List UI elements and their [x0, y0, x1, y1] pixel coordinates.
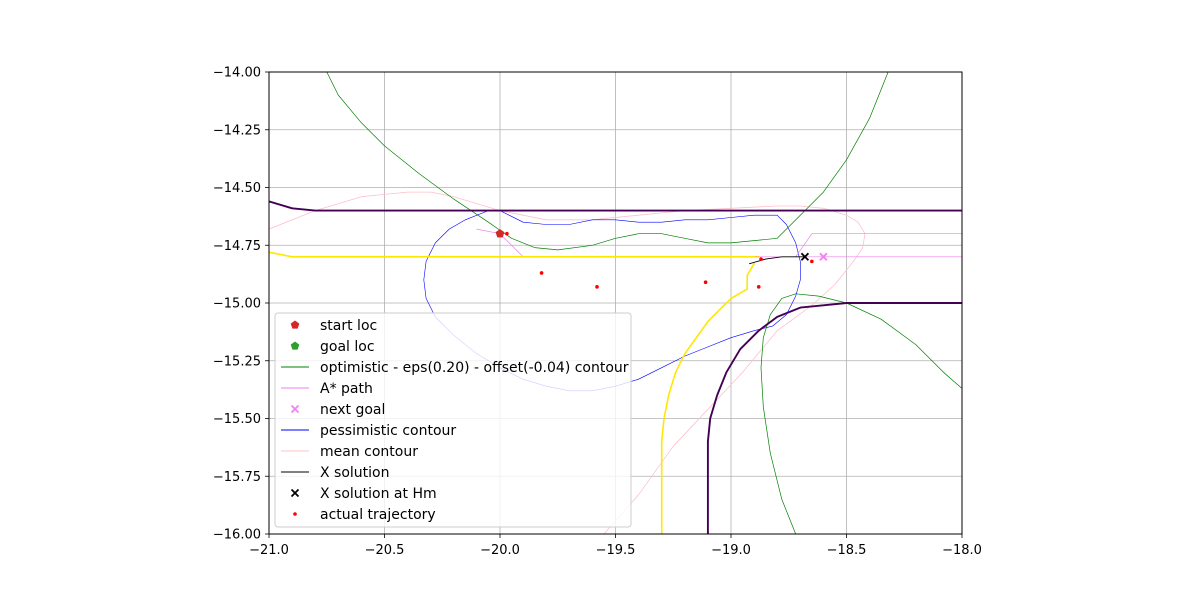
legend-label: X solution	[320, 465, 389, 481]
x-tick-label: −19.5	[596, 543, 636, 558]
x-tick-label: −19.0	[711, 543, 751, 558]
x-tick-label: −18.0	[942, 543, 982, 558]
y-tick-label: −15.25	[213, 354, 261, 369]
legend: start loc goal loc optimistic - eps(0.20) …	[274, 312, 632, 528]
y-axis: −14.00 −14.25 −14.50 −14.75 −15.00 −15.25 −15.…	[213, 66, 269, 543]
legend-label: goal loc	[320, 339, 375, 355]
legend-x-handle	[290, 488, 300, 498]
series-line-0	[269, 191, 866, 534]
legend-entry: actual trajectory	[293, 507, 436, 523]
trajectory-point	[505, 231, 509, 236]
marker-layer	[495, 229, 828, 289]
series-line-11	[749, 256, 806, 265]
trajectory-point	[539, 271, 544, 275]
legend-label: next goal	[320, 402, 385, 418]
trajectory-point	[810, 259, 814, 264]
x-tick-label: −21.0	[249, 543, 289, 558]
next-goal-marker	[819, 252, 828, 261]
legend-box	[274, 312, 632, 528]
x-tick-label: −20.5	[365, 543, 405, 558]
series-line-3	[423, 210, 801, 392]
next-goal-marker-stroke-b	[819, 252, 828, 261]
legend-x-handle-stroke-b	[290, 488, 300, 498]
y-tick-label: −14.00	[213, 66, 261, 81]
legend-entry: next goal	[290, 402, 385, 418]
legend-entry: pessimistic contour	[281, 423, 456, 439]
y-tick-label: −14.50	[213, 181, 261, 196]
legend-entry: A* path	[281, 381, 373, 397]
series-line-7	[269, 251, 755, 258]
legend-pentagon-handle	[290, 341, 300, 350]
x-solution-at-hm-marker-stroke-b	[800, 252, 810, 261]
series-line-1	[326, 72, 889, 251]
legend-label: optimistic - eps(0.20) - offset(-0.04) c…	[320, 360, 629, 376]
legend-label: mean contour	[320, 444, 418, 460]
series-line-5	[795, 233, 962, 258]
legend-label: actual trajectory	[320, 507, 436, 523]
legend-dot-handle	[293, 512, 297, 516]
legend-pentagon-handle	[290, 320, 300, 329]
trajectory-point	[756, 285, 761, 289]
y-tick-label: −15.50	[213, 412, 261, 427]
series-line-2	[760, 293, 962, 534]
legend-entry: X solution	[281, 465, 389, 481]
trajectory-point	[703, 280, 708, 285]
legend-label: start loc	[320, 318, 377, 334]
legend-label: pessimistic contour	[320, 423, 456, 439]
y-tick-label: −16.00	[213, 528, 261, 543]
y-tick-label: −14.75	[213, 239, 261, 254]
legend-label: A* path	[320, 381, 373, 397]
y-tick-label: −15.00	[213, 297, 261, 312]
x-tick-label: −20.0	[480, 543, 520, 558]
y-tick-label: −15.75	[213, 470, 261, 485]
legend-x-handle-stroke-b	[290, 404, 300, 414]
trajectory-point	[759, 257, 763, 261]
legend-entry: goal loc	[290, 339, 375, 355]
series-line-8	[660, 262, 755, 534]
series-line-10	[706, 302, 962, 534]
legend-x-handle	[290, 404, 300, 414]
x-tick-label: −18.5	[827, 543, 867, 558]
legend-entry: X solution at Hm	[290, 486, 437, 502]
x-axis: −21.0 −20.5 −20.0 −19.5 −19.0 −18.5 −18.0	[249, 534, 982, 558]
legend-entry: start loc	[290, 318, 377, 334]
x-solution-at-hm-marker	[800, 252, 810, 261]
start-loc-marker-top	[495, 229, 505, 238]
legend-entry: optimistic - eps(0.20) - offset(-0.04) c…	[281, 360, 629, 376]
y-tick-label: −14.25	[213, 123, 261, 138]
series-line-9	[269, 200, 962, 212]
legend-label: X solution at Hm	[320, 486, 437, 502]
trajectory-point	[595, 285, 599, 289]
legend-entry: mean contour	[281, 444, 418, 460]
